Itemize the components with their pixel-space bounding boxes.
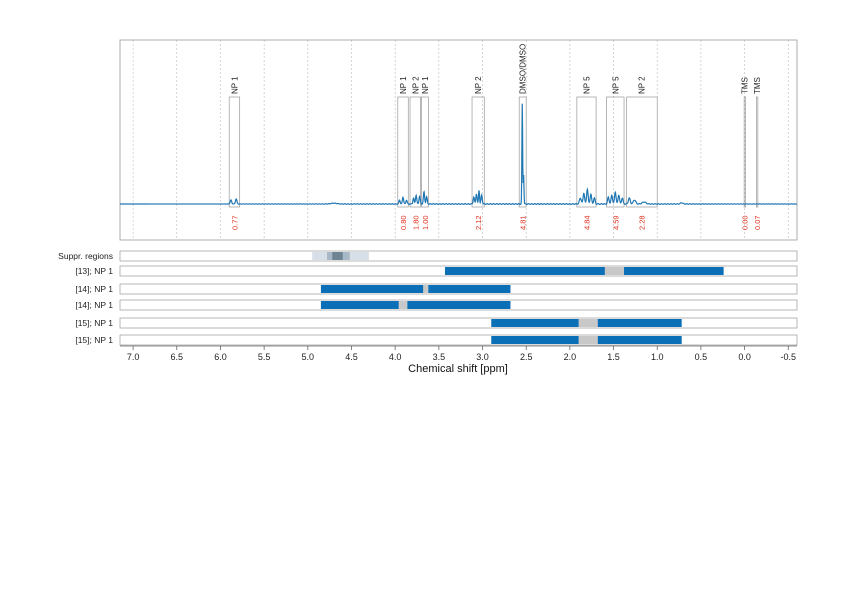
assignment-row: Suppr. regions <box>58 250 798 262</box>
x-tick-label: 3.5 <box>433 352 446 362</box>
row-frame <box>119 250 798 262</box>
integral-value: 4.59 <box>611 215 620 230</box>
row-frame <box>119 317 798 329</box>
integral-values: 0.77 0.80 1.80 1.00 2.12 4.81 4.84 4.59 2.28 0.00… <box>230 215 761 230</box>
spectrum-panel <box>119 39 798 241</box>
peak-box <box>576 96 597 208</box>
peak-box <box>471 96 485 208</box>
integral-value: 2.12 <box>474 215 483 230</box>
peak-box <box>606 96 625 208</box>
peak-label: NP 5 <box>582 76 591 94</box>
integral-value: 0.07 <box>753 215 762 230</box>
row-frame <box>119 334 798 346</box>
x-tick-label: -0.5 <box>781 352 797 362</box>
peak-label: NP 2 <box>638 76 647 94</box>
peak-label: NP 2 <box>474 76 483 94</box>
integral-value: 0.77 <box>230 215 239 230</box>
row-label: Suppr. regions <box>58 251 113 261</box>
assignment-bar <box>320 301 511 309</box>
assignment-rows: Suppr. regions [13]; NP 1 [14]; NP 1 [14]; … <box>58 250 798 346</box>
row-label: [15]; NP 1 <box>75 335 113 345</box>
x-axis-title: Chemical shift [ppm] <box>408 363 508 375</box>
peak-box <box>228 96 241 208</box>
x-axis: 7.0 6.5 6.0 5.5 5.0 4.5 4.0 3.5 3.0 2.5 2.0 1.5 1.0 0… <box>120 345 797 362</box>
peak-label: NP 1 <box>421 76 430 94</box>
row-label: [14]; NP 1 <box>75 284 113 294</box>
peak-annotations: NP 1 NP 1 NP 2 NP 1 NP 2 DMSO/DMSO NP 5 NP 5 NP … <box>228 44 762 208</box>
overlap-region <box>578 319 598 327</box>
x-tick-label: 2.5 <box>520 352 533 362</box>
spectrum-line <box>119 103 798 206</box>
integral-value: 1.80 <box>411 215 420 230</box>
peak-box <box>518 96 527 208</box>
peak-label: TMS <box>753 77 762 94</box>
row-label: [15]; NP 1 <box>75 318 113 328</box>
suppressed-region-center <box>332 252 343 260</box>
x-tick-label: 0.5 <box>695 352 708 362</box>
peak-box <box>421 96 429 208</box>
peak-box <box>409 96 421 208</box>
overlap-region <box>604 267 625 275</box>
peak-box <box>626 96 658 208</box>
assignment-row: [14]; NP 1 <box>75 283 798 295</box>
peak-box <box>756 96 759 208</box>
integral-value: 0.80 <box>399 215 408 230</box>
row-label: [14]; NP 1 <box>75 300 113 310</box>
integral-value: 1.00 <box>421 215 430 230</box>
peak-label: NP 1 <box>230 76 239 94</box>
x-tick-label: 2.0 <box>564 352 577 362</box>
x-tick-label: 0.0 <box>738 352 751 362</box>
x-tick-label: 6.0 <box>214 352 227 362</box>
integral-value: 2.28 <box>638 215 647 230</box>
x-tick-label: 1.5 <box>607 352 620 362</box>
overlap-region <box>423 285 429 293</box>
peak-label: DMSO/DMSO <box>519 44 528 94</box>
x-tick-label: 4.5 <box>345 352 358 362</box>
grid-lines <box>132 40 789 240</box>
peak-label: NP 5 <box>611 76 620 94</box>
x-tick-label: 5.5 <box>258 352 271 362</box>
integral-value: 4.84 <box>582 215 591 230</box>
assignment-row: [15]; NP 1 <box>75 334 798 346</box>
x-tick-label: 7.0 <box>127 352 140 362</box>
peak-box <box>397 96 409 208</box>
x-tick-label: 4.0 <box>389 352 402 362</box>
peak-label: NP 2 <box>411 76 420 94</box>
x-tick-label: 6.5 <box>171 352 184 362</box>
peak-label: TMS <box>741 77 750 94</box>
row-label: [13]; NP 1 <box>75 266 113 276</box>
overlap-region <box>398 301 408 309</box>
assignment-bar <box>320 285 511 293</box>
peak-box <box>743 96 747 208</box>
assignment-row: [13]; NP 1 <box>75 265 798 277</box>
integral-value: 4.81 <box>519 215 528 230</box>
assignment-row: [15]; NP 1 <box>75 317 798 329</box>
x-tick-label: 5.0 <box>302 352 315 362</box>
assignment-row: [14]; NP 1 <box>75 299 798 311</box>
peak-label: NP 1 <box>399 76 408 94</box>
x-tick-label: 1.0 <box>651 352 664 362</box>
integral-value: 0.00 <box>741 215 750 230</box>
assignment-bar <box>444 267 724 275</box>
x-tick-label: 3.0 <box>476 352 489 362</box>
overlap-region <box>578 336 598 344</box>
